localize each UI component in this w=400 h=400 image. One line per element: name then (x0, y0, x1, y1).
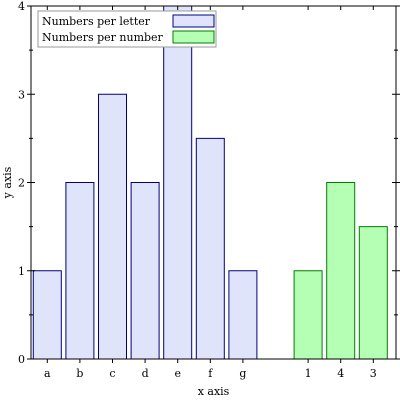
bar-letter-d (130, 182, 160, 360)
y-axis-title: y axis (1, 166, 14, 199)
y-tick-label-3: 3 (18, 88, 25, 101)
bars-layer (32, 5, 388, 360)
x-tick-label-3: 3 (370, 367, 377, 380)
x-tick-label-a: a (44, 367, 51, 380)
x-tick-label-e: e (174, 367, 181, 380)
bar-letter-f (195, 137, 225, 360)
bar-letter-a (32, 270, 62, 360)
y-tick-label-0: 0 (18, 353, 25, 366)
y-tick-label-4: 4 (18, 0, 25, 13)
x-tick-label-g: g (239, 367, 246, 380)
legend: Numbers per letter Numbers per number (37, 10, 217, 48)
x-tick-label-f: f (208, 367, 213, 380)
bar-letter-g (228, 270, 258, 360)
bar-letter-e (163, 5, 193, 360)
legend-swatch-letters (172, 14, 215, 28)
legend-label-letters: Numbers per letter (42, 15, 151, 28)
x-tick-label-4: 4 (337, 367, 344, 380)
legend-swatch-numbers (172, 30, 215, 44)
bar-number-1 (293, 270, 323, 360)
bar-number-4 (326, 182, 356, 360)
x-tick-label-d: d (142, 367, 149, 380)
x-tick-label-b: b (76, 367, 83, 380)
x-tick-label-c: c (109, 367, 115, 380)
y-tick-label-2: 2 (18, 177, 25, 190)
bar-letter-b (65, 182, 95, 360)
x-tick-label-1: 1 (305, 367, 312, 380)
labels-layer: a b c d e f g 1 4 3 0 1 2 3 4 (18, 0, 377, 380)
x-axis-title: x axis (198, 385, 230, 398)
legend-label-numbers: Numbers per number (42, 31, 164, 44)
ticks-layer (27, 5, 400, 363)
y-tick-label-1: 1 (18, 265, 25, 278)
bar-number-3 (358, 226, 388, 360)
bar-letter-c (98, 93, 127, 360)
